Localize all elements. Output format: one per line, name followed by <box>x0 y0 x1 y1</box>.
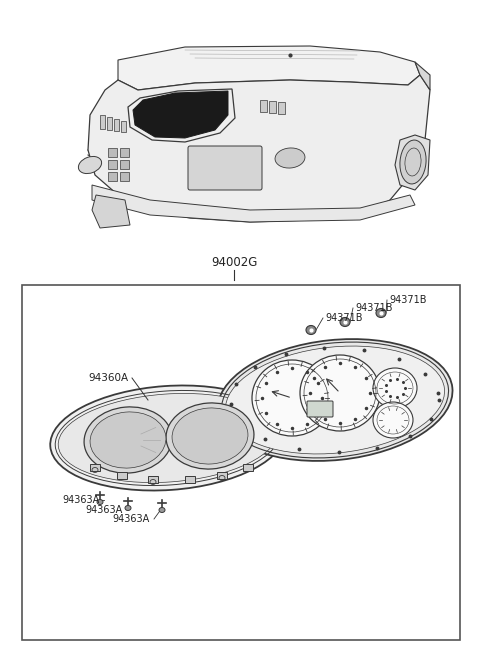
Ellipse shape <box>125 506 131 510</box>
Polygon shape <box>88 75 430 222</box>
Bar <box>120 160 129 169</box>
Text: 94360A: 94360A <box>88 373 128 383</box>
Ellipse shape <box>50 386 286 491</box>
Ellipse shape <box>97 500 103 504</box>
Ellipse shape <box>306 326 316 335</box>
Bar <box>90 464 100 471</box>
FancyBboxPatch shape <box>188 146 262 190</box>
Bar <box>260 100 267 112</box>
Bar <box>278 102 285 114</box>
Text: 94363A: 94363A <box>62 495 99 505</box>
Bar <box>269 101 276 113</box>
Ellipse shape <box>400 140 426 184</box>
Ellipse shape <box>373 368 417 408</box>
Bar <box>107 117 112 130</box>
Ellipse shape <box>58 394 278 483</box>
Polygon shape <box>133 91 228 138</box>
Ellipse shape <box>84 407 172 473</box>
Bar <box>120 172 129 181</box>
Ellipse shape <box>90 412 166 468</box>
Ellipse shape <box>252 360 332 436</box>
Polygon shape <box>92 185 415 222</box>
Text: 94371B: 94371B <box>389 295 427 305</box>
Ellipse shape <box>376 309 386 318</box>
Bar <box>108 160 117 169</box>
Polygon shape <box>92 195 130 228</box>
Bar <box>117 472 127 479</box>
Text: 94363A: 94363A <box>112 514 149 524</box>
Ellipse shape <box>226 346 444 454</box>
Bar <box>148 476 158 483</box>
Bar <box>243 464 253 471</box>
Text: 94371B: 94371B <box>325 313 362 323</box>
Ellipse shape <box>373 402 413 438</box>
Bar <box>108 148 117 157</box>
Ellipse shape <box>172 408 248 464</box>
Ellipse shape <box>340 318 350 326</box>
Ellipse shape <box>166 403 254 469</box>
Polygon shape <box>395 135 430 190</box>
Text: 94363A: 94363A <box>85 505 122 515</box>
FancyBboxPatch shape <box>307 401 333 417</box>
Bar <box>121 121 126 132</box>
Text: 94002G: 94002G <box>211 257 257 269</box>
Bar <box>185 476 195 483</box>
Ellipse shape <box>159 508 165 512</box>
Ellipse shape <box>300 355 380 431</box>
Ellipse shape <box>78 157 102 174</box>
Ellipse shape <box>275 148 305 168</box>
Bar <box>22 285 460 640</box>
Polygon shape <box>118 46 420 90</box>
Text: 94371B: 94371B <box>355 303 393 313</box>
Bar <box>100 115 105 129</box>
Bar <box>120 148 129 157</box>
Bar <box>108 172 117 181</box>
Polygon shape <box>415 62 430 90</box>
Bar <box>217 472 227 479</box>
Ellipse shape <box>217 339 453 461</box>
Bar <box>114 119 119 131</box>
